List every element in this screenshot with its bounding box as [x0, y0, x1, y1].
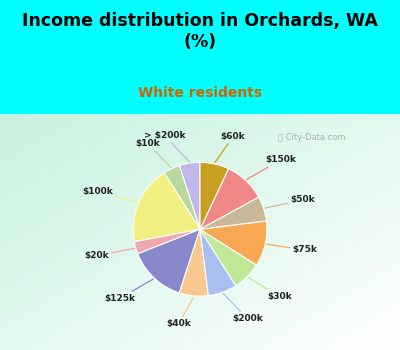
- Wedge shape: [200, 229, 236, 296]
- Wedge shape: [200, 169, 259, 229]
- Text: $10k: $10k: [135, 139, 171, 168]
- Wedge shape: [164, 166, 200, 229]
- Text: $60k: $60k: [215, 132, 245, 163]
- Wedge shape: [200, 162, 228, 229]
- Wedge shape: [200, 229, 256, 286]
- Text: $50k: $50k: [265, 195, 315, 208]
- Text: $40k: $40k: [166, 297, 194, 328]
- Text: $200k: $200k: [223, 293, 263, 323]
- Wedge shape: [138, 229, 200, 293]
- Text: > $200k: > $200k: [144, 131, 189, 162]
- Wedge shape: [179, 229, 208, 296]
- Text: $100k: $100k: [82, 187, 137, 202]
- Wedge shape: [200, 221, 267, 265]
- Text: $20k: $20k: [84, 248, 134, 260]
- Wedge shape: [133, 173, 200, 242]
- Text: White residents: White residents: [138, 86, 262, 100]
- Text: Income distribution in Orchards, WA
(%): Income distribution in Orchards, WA (%): [22, 13, 378, 51]
- Wedge shape: [200, 197, 266, 229]
- Text: $75k: $75k: [267, 244, 318, 254]
- Text: $150k: $150k: [247, 155, 296, 180]
- Text: ⓘ City-Data.com: ⓘ City-Data.com: [278, 133, 346, 142]
- Wedge shape: [179, 162, 200, 229]
- Text: $125k: $125k: [104, 279, 153, 303]
- Wedge shape: [134, 229, 200, 254]
- Text: $30k: $30k: [248, 278, 292, 301]
